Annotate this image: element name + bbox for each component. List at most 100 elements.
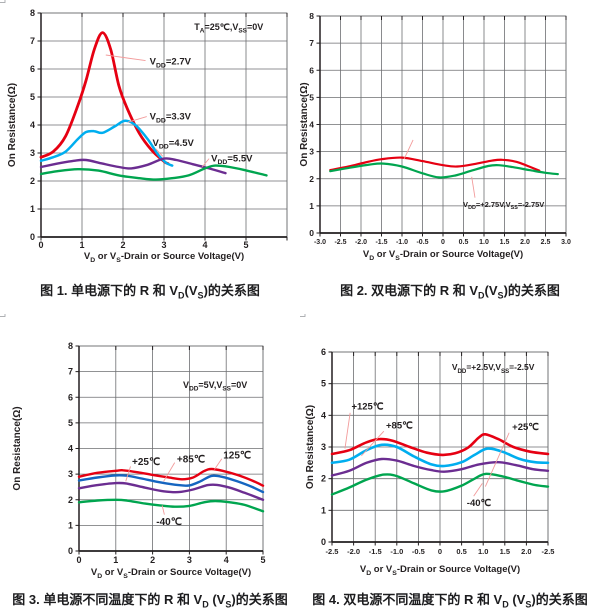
- x-tick-label: 0.5: [456, 547, 466, 556]
- x-tick-label: 1.5: [500, 239, 510, 246]
- y-tick-label: 8: [30, 8, 35, 18]
- y-axis-title: On Resistance(Ω): [300, 82, 310, 166]
- x-tick-label: -1.5: [375, 239, 387, 246]
- y-axis-title: On Resistance(Ω): [305, 405, 316, 489]
- y-tick-label: 1: [30, 204, 35, 214]
- x-tick-label: 0.5: [459, 239, 469, 246]
- charts-row-1: VDD=2.7V VDD=3.3V VDD=4.5V VDD=5.5V TA=25℃,V…: [0, 0, 600, 301]
- x-tick-label: -2.5: [334, 239, 346, 246]
- y-axis-title: On Resistance(Ω): [7, 83, 18, 167]
- y-tick-label: 1: [321, 505, 326, 515]
- y-tick-label: 3: [30, 148, 35, 158]
- curve-label-25: +25℃: [132, 456, 160, 467]
- figure-2-plot: VDD=+2.75V,VSS=-2.75V 0 1 2 3 4 5 6 7 8 -3.0 -2.5 -2…: [300, 0, 600, 264]
- condition-annotation: TA=25℃,VSS=0V: [194, 22, 263, 35]
- x-tick-label: 2.0: [520, 239, 530, 246]
- curve-label-40: -40℃: [156, 517, 182, 528]
- x-tick-label: 1.0: [479, 239, 489, 246]
- figure-3-plot: +25℃ +85℃ 125℃ -40℃ VDD=5V,VSS=0V 0 1 2 3 4 5 6 7 8 0 1…: [0, 313, 300, 580]
- figure-4-caption: 图 4. 双电源不同温度下的 R 和 VD (VS)的关系图: [312, 591, 588, 610]
- axes: [40, 13, 287, 238]
- figure-1-caption: 图 1. 单电源下的 R 和 VD(VS)的关系图: [40, 283, 260, 301]
- condition-annotation: VDD=+2.5V,VSS=-2.5V: [452, 362, 535, 375]
- curve-label-85: +85℃: [177, 454, 205, 465]
- curve-vdd-2-7v: [39, 31, 170, 165]
- charts-row-2: +25℃ +85℃ 125℃ -40℃ VDD=5V,VSS=0V 0 1 2 3 4 5 6 7 8 0 1…: [0, 313, 600, 610]
- x-tick-label: 1: [113, 555, 118, 565]
- y-tick-label: 5: [68, 417, 73, 427]
- curve-label-40: -40℃: [467, 498, 492, 509]
- leader-lines: [105, 54, 210, 168]
- x-tick-label: 0: [76, 555, 81, 565]
- x-axis-title: VD or VS-Drain or Source Voltage(V): [91, 567, 251, 580]
- x-tick-label: 2: [120, 240, 125, 250]
- leader-lines: [125, 458, 223, 515]
- y-tick-label: 7: [68, 366, 73, 376]
- figure-4-svg: +125℃+85℃ +25℃ -40℃ VDD=+2.5V,VSS=-2.5V 0 1 2 3…: [300, 313, 555, 576]
- y-tick-label: 2: [68, 494, 73, 504]
- y-tick-label: 7: [309, 38, 314, 48]
- x-tick-label: 0: [38, 240, 43, 250]
- x-axis-title: VD or VS-Drain or Source Voltage(V): [84, 251, 244, 264]
- curve-125: [330, 432, 550, 456]
- y-tick-label: 6: [30, 64, 35, 74]
- y-tick-label: 8: [68, 341, 73, 351]
- curve-85: [330, 442, 550, 468]
- x-tick-label: -2.0: [355, 239, 367, 246]
- x-tick-label: -2.5: [326, 547, 339, 556]
- curve-25: [330, 457, 550, 477]
- y-tick-label: 4: [321, 410, 326, 420]
- y-tick-label: 4: [30, 120, 35, 130]
- condition-annotation-box: [300, 313, 306, 317]
- axes: [331, 351, 548, 543]
- curve-vdd-5-5v: [39, 164, 268, 181]
- y-tick-label: 7: [30, 36, 35, 46]
- figure-4: +125℃ +85℃ +25℃ -40℃ VDD=+2.5V,VSS=-2.5V 0 1 2 3…: [300, 313, 600, 610]
- curve-40: [330, 472, 550, 496]
- x-tick-label: -3.0: [314, 239, 326, 246]
- grid: [40, 12, 288, 238]
- curve-vss-2-75v: [329, 162, 559, 179]
- y-tick-label: 4: [309, 120, 314, 130]
- y-tick-label: 0: [309, 228, 314, 238]
- curve-label-85: +85℃: [386, 420, 413, 431]
- y-tick-label: 5: [321, 378, 326, 388]
- x-tick-label: 2.0: [521, 547, 531, 556]
- figure-2-caption: 图 2. 双电源下的 R 和 VD(VS)的关系图: [340, 283, 560, 301]
- curve-label-125: 125℃: [223, 450, 251, 461]
- curve-85: [77, 473, 265, 493]
- x-tick-label: -1.0: [396, 239, 408, 246]
- x-axis-title: VD or VS-Drain or Source Voltage(V): [363, 249, 523, 262]
- y-tick-label: 6: [309, 65, 314, 75]
- x-tick-label: 0: [438, 547, 442, 556]
- curve-vdd-2-75v: [329, 156, 541, 172]
- condition-annotation-box: [0, 0, 6, 3]
- y-tick-label: 6: [321, 347, 326, 357]
- x-tick-label: 3: [161, 240, 166, 250]
- leader-lines: [403, 139, 476, 198]
- curve-125: [77, 467, 265, 487]
- y-tick-label: 5: [309, 92, 314, 102]
- x-tick-label: -1.5: [369, 547, 382, 556]
- axes: [319, 16, 566, 234]
- y-tick-label: 4: [68, 443, 73, 453]
- condition-annotation: VDD=5V,VSS=0V: [183, 380, 247, 393]
- x-tick-label: -2.5: [542, 547, 555, 556]
- x-tick-label: 5: [260, 555, 265, 565]
- tick-marks: [37, 12, 288, 241]
- condition-annotation: VDD=+2.75V,VSS=-2.75V: [463, 200, 544, 211]
- figure-1-plot: VDD=2.7V VDD=3.3V VDD=4.5V VDD=5.5V TA=25℃,V…: [0, 0, 300, 264]
- y-tick-label: 3: [321, 442, 326, 452]
- y-tick-label: 2: [309, 174, 314, 184]
- figure-1-svg: VDD=2.7V VDD=3.3V VDD=4.5V VDD=5.5V TA=25℃,V…: [0, 0, 288, 264]
- x-tick-label: 1: [79, 240, 84, 250]
- y-tick-label: 5: [30, 92, 35, 102]
- y-tick-label: 0: [30, 232, 35, 242]
- figure-3: +25℃ +85℃ 125℃ -40℃ VDD=5V,VSS=0V 0 1 2 3 4 5 6 7 8 0 1…: [0, 313, 300, 609]
- curve-label-v-dd-4-5v: VDD=4.5V: [153, 138, 195, 151]
- x-tick-label: 3.0: [561, 239, 571, 246]
- curve-label-25: +25℃: [512, 422, 539, 433]
- curve-label-v-dd-2-7v: VDD=2.7V: [150, 57, 192, 70]
- condition-annotation-box: [0, 313, 6, 317]
- y-tick-label: 3: [68, 469, 73, 479]
